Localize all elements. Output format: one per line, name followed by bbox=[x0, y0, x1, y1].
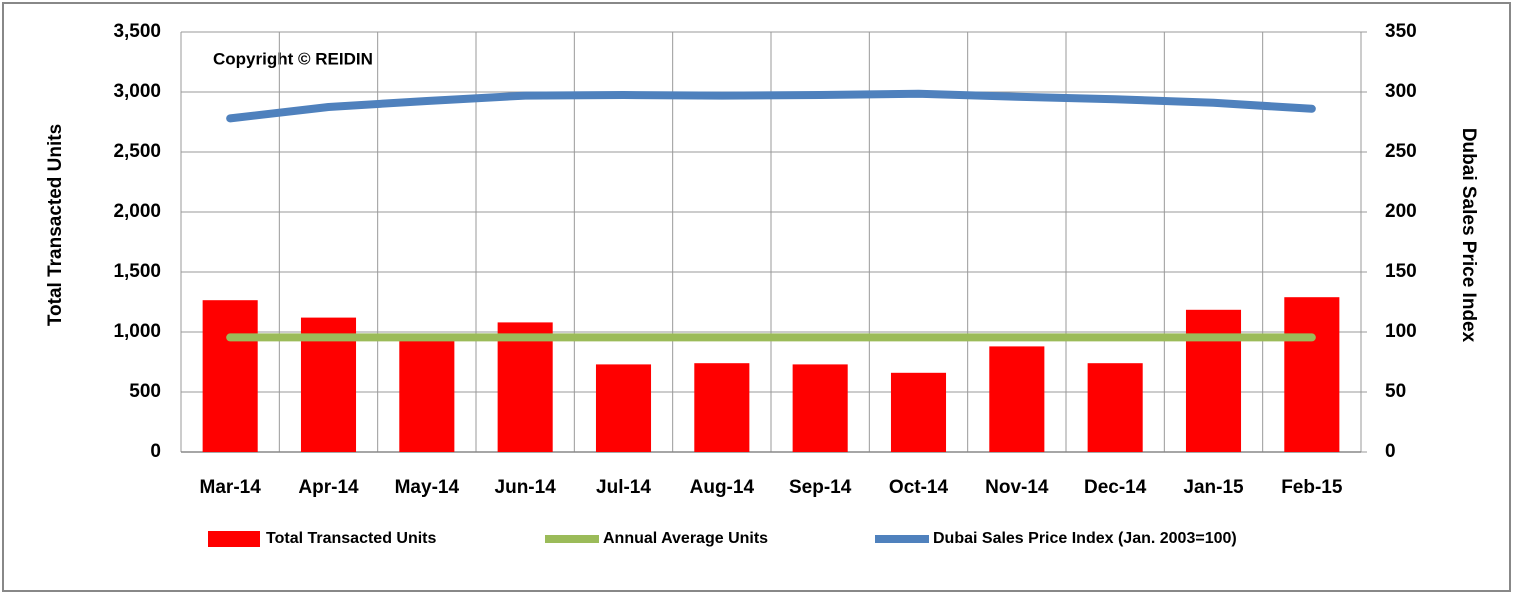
y2-tick-label: 300 bbox=[1385, 81, 1417, 102]
legend-label: Annual Average Units bbox=[603, 530, 768, 547]
y-tick-label: 500 bbox=[129, 381, 161, 402]
bar bbox=[497, 322, 553, 452]
bar bbox=[792, 364, 848, 452]
x-tick-label: Jun-14 bbox=[495, 477, 557, 498]
y-tick-label: 3,000 bbox=[113, 81, 161, 102]
y2-tick-label: 350 bbox=[1385, 21, 1417, 42]
x-tick-label: Oct-14 bbox=[889, 477, 949, 498]
legend-label: Total Transacted Units bbox=[266, 530, 437, 547]
bar bbox=[694, 363, 750, 452]
x-tick-label: Mar-14 bbox=[200, 477, 262, 498]
legend-label: Dubai Sales Price Index (Jan. 2003=100) bbox=[933, 530, 1237, 547]
y2-tick-label: 0 bbox=[1385, 441, 1396, 462]
x-tick-label: Feb-15 bbox=[1281, 477, 1343, 498]
bar bbox=[595, 364, 652, 452]
x-tick-label: May-14 bbox=[395, 477, 460, 498]
x-tick-label: Apr-14 bbox=[298, 477, 359, 498]
bar bbox=[202, 300, 258, 452]
y-tick-label: 2,500 bbox=[113, 141, 161, 162]
x-tick-label: Aug-14 bbox=[690, 477, 755, 498]
y-tick-label: 1,500 bbox=[113, 261, 161, 282]
y-tick-label: 1,000 bbox=[113, 321, 161, 342]
y2-tick-label: 100 bbox=[1385, 321, 1417, 342]
bar bbox=[989, 346, 1045, 452]
line bbox=[226, 89, 1316, 123]
x-tick-label: Jul-14 bbox=[596, 477, 651, 498]
y2-axis-title: Dubai Sales Price Index bbox=[1458, 128, 1479, 343]
bar bbox=[1185, 309, 1242, 452]
y-tick-label: 0 bbox=[150, 441, 161, 462]
y2-tick-label: 50 bbox=[1385, 381, 1406, 402]
bar bbox=[1087, 363, 1143, 452]
y-tick-label: 2,000 bbox=[113, 201, 161, 222]
bar bbox=[1284, 297, 1340, 452]
x-tick-label: Dec-14 bbox=[1084, 477, 1147, 498]
y-tick-label: 3,500 bbox=[113, 21, 161, 42]
bar bbox=[399, 338, 455, 452]
bar bbox=[890, 372, 947, 452]
y-axis-title: Total Transacted Units bbox=[45, 124, 66, 326]
y2-tick-label: 200 bbox=[1385, 201, 1417, 222]
annotation: Copyright © REIDIN bbox=[213, 49, 373, 68]
x-tick-label: Nov-14 bbox=[985, 477, 1049, 498]
x-tick-label: Jan-15 bbox=[1183, 477, 1244, 498]
y2-tick-label: 250 bbox=[1385, 141, 1417, 162]
y2-tick-label: 150 bbox=[1385, 261, 1417, 282]
x-tick-label: Sep-14 bbox=[789, 477, 852, 498]
legend-swatch bbox=[208, 531, 260, 547]
